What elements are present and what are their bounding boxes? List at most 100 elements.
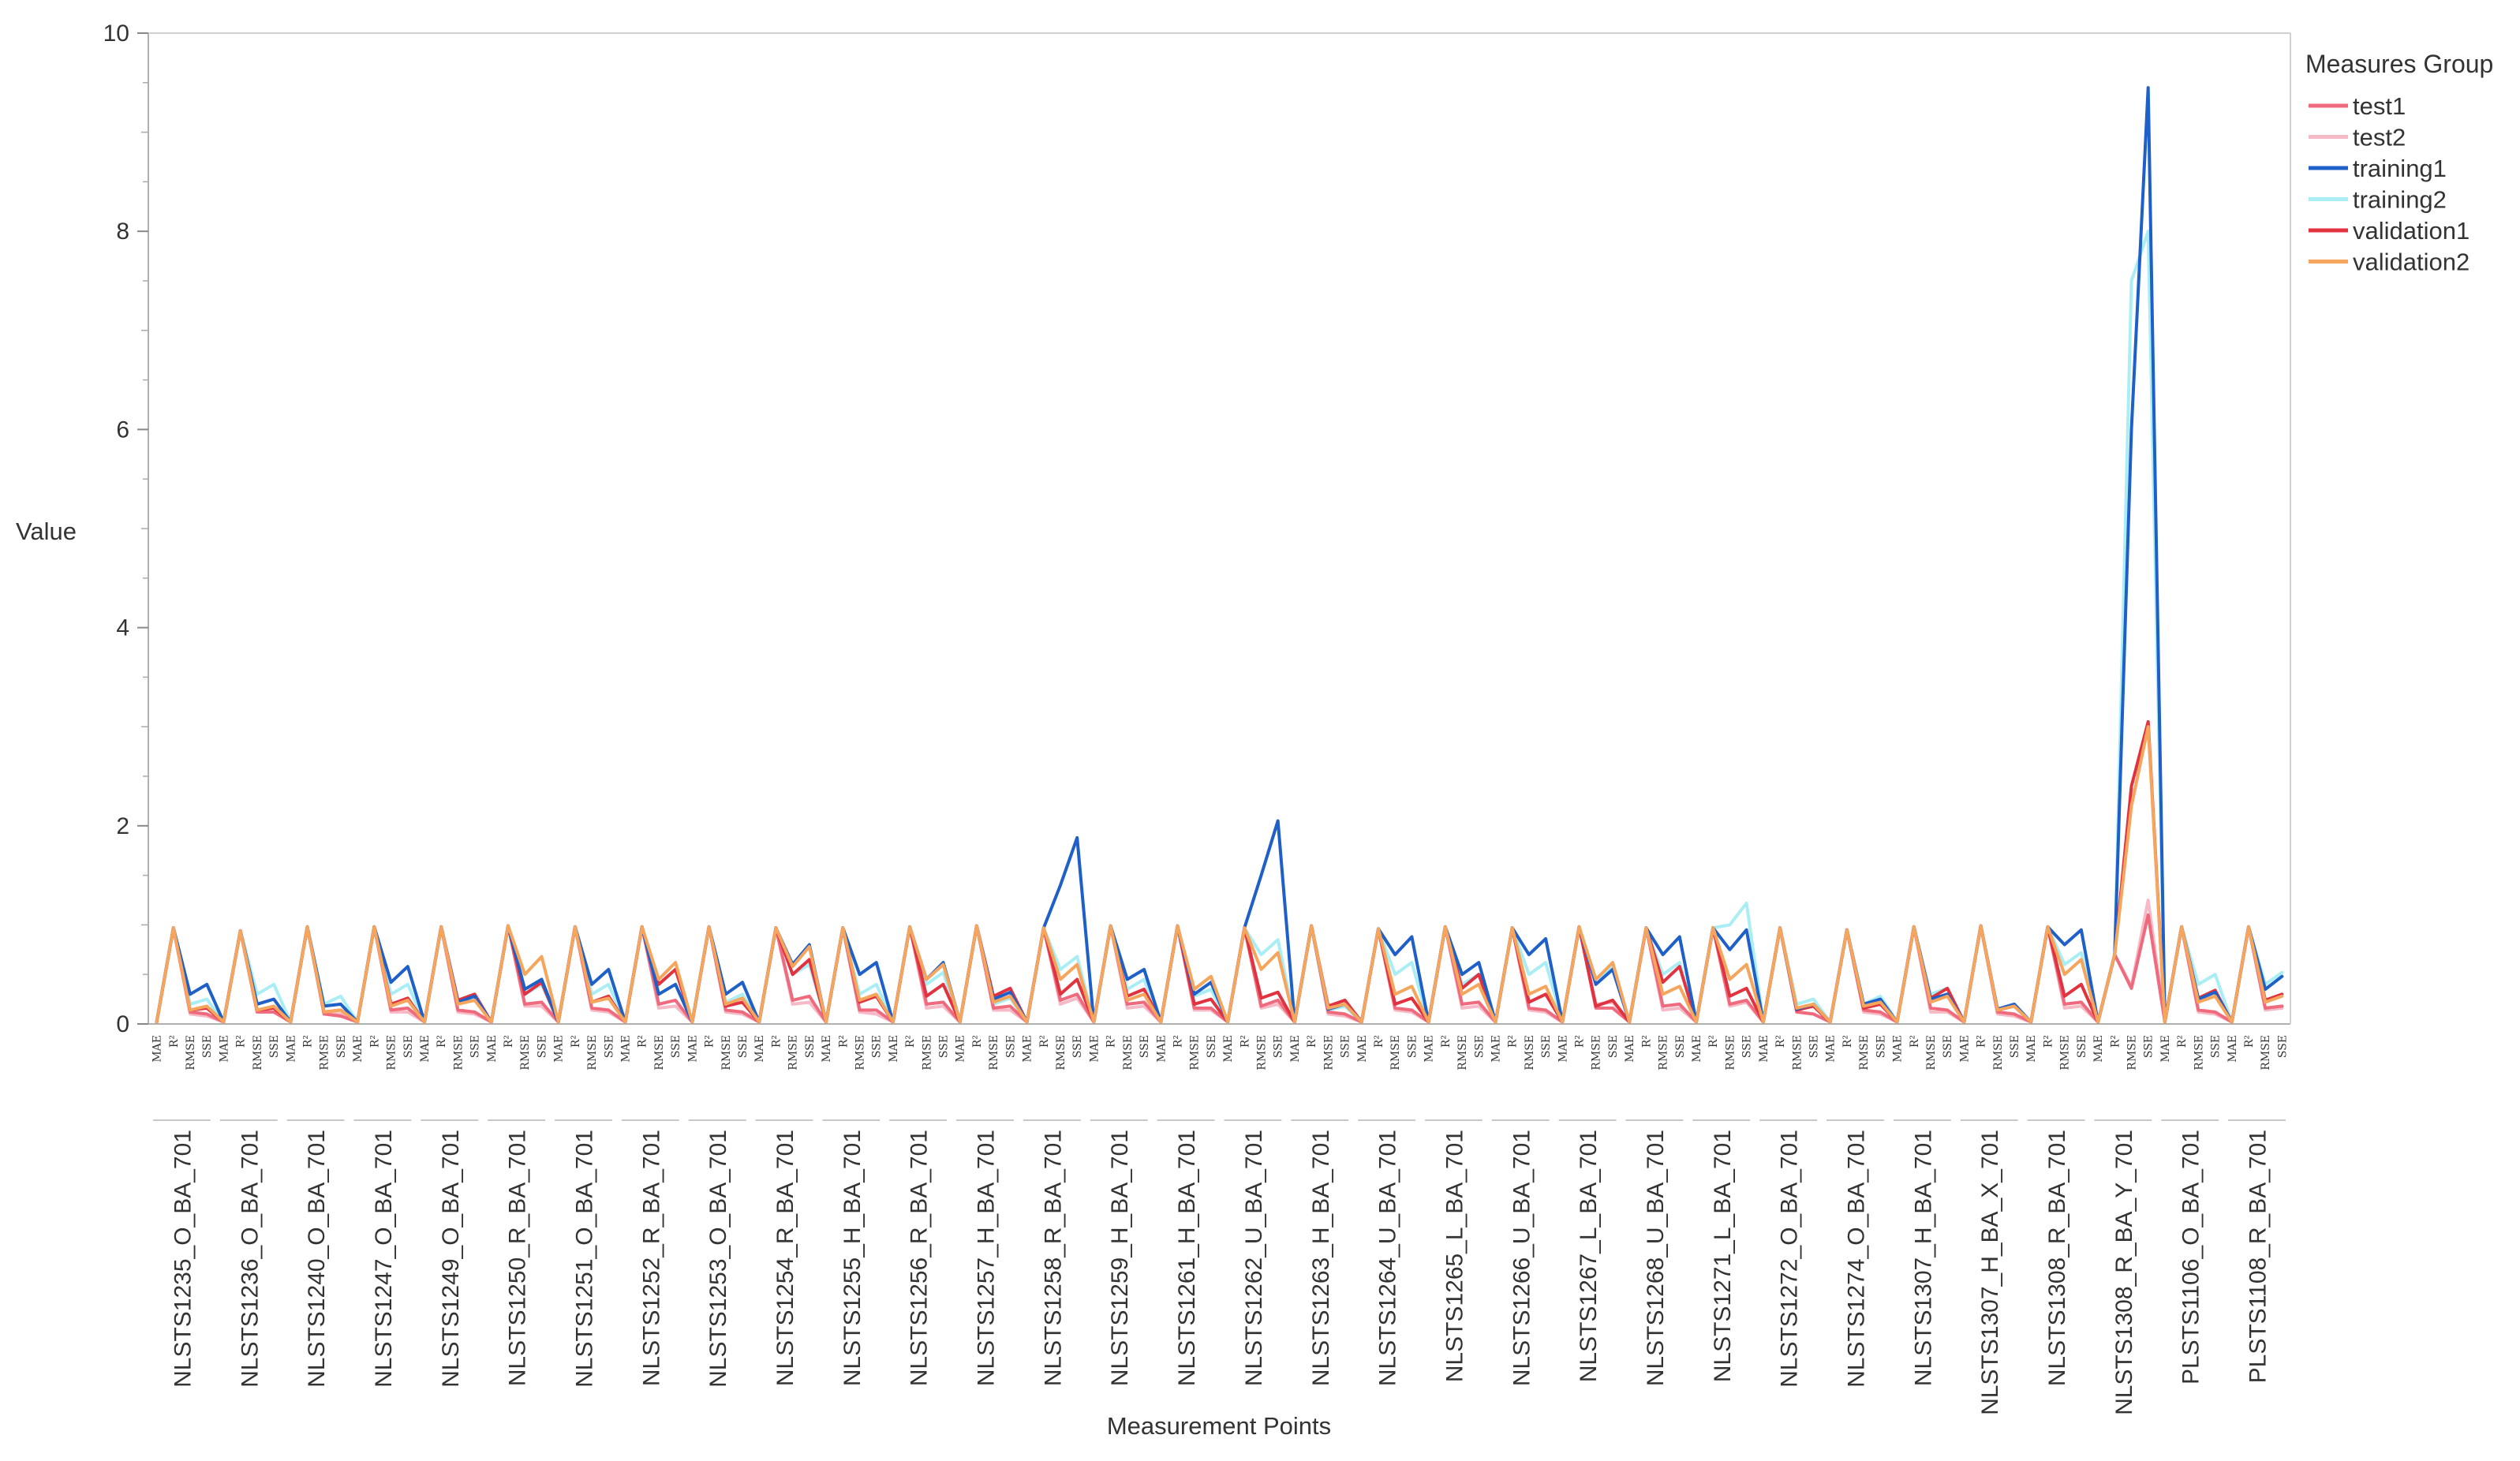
x-metric-label: MAE — [1691, 1035, 1703, 1063]
legend: Measures Group test1 test2 training1 traini… — [2305, 50, 2493, 276]
legend-label-validation2: validation2 — [2353, 248, 2470, 276]
y-tick-label: 0 — [116, 1011, 129, 1037]
legend-label-training2: training2 — [2353, 186, 2447, 214]
x-metric-label: MAE — [486, 1035, 499, 1063]
x-metric-label: SSE — [268, 1035, 281, 1058]
x-metric-label: SSE — [1071, 1035, 1084, 1058]
y-tick-label: 6 — [116, 417, 129, 443]
x-axis: MAE R² RMSE SSE NLSTS1235_O_BA_701 MAE R² RMSE S… — [151, 1035, 2290, 1415]
x-metric-label: MAE — [888, 1035, 900, 1063]
x-metric-label: RMSE — [1658, 1035, 1670, 1071]
x-metric-label: MAE — [1758, 1035, 1770, 1063]
x-metric-label: R² — [837, 1035, 850, 1048]
x-metric-label: MAE — [1155, 1035, 1168, 1063]
x-metric-label: RMSE — [1724, 1035, 1737, 1071]
x-metric-label: R² — [1239, 1035, 1251, 1048]
x-metric-label: MAE — [1356, 1035, 1369, 1063]
x-metric-label: R² — [1707, 1035, 1720, 1048]
x-metric-label: MAE — [285, 1035, 297, 1063]
x-metric-label: R² — [1574, 1035, 1587, 1048]
x-metric-label: R² — [704, 1035, 716, 1048]
x-metric-label: R² — [503, 1035, 515, 1048]
x-metric-label: R² — [1774, 1035, 1787, 1048]
x-group-label: NLSTS1264_U_BA_701 — [1375, 1130, 1401, 1386]
series-line-validation1 — [155, 719, 2284, 1024]
x-metric-label: SSE — [2143, 1035, 2155, 1058]
series-line-training2 — [155, 230, 2284, 1024]
x-group-label: NLSTS1256_R_BA_701 — [907, 1130, 933, 1386]
x-metric-label: RMSE — [2126, 1035, 2139, 1071]
x-metric-label: R² — [971, 1035, 984, 1048]
x-metric-label: R² — [904, 1035, 917, 1048]
x-group-label: NLSTS1252_R_BA_701 — [638, 1130, 664, 1386]
x-metric-label: RMSE — [386, 1035, 398, 1071]
x-metric-label: R² — [1038, 1035, 1051, 1048]
x-metric-label: MAE — [1624, 1035, 1636, 1063]
x-metric-label: R² — [1909, 1035, 1921, 1048]
x-metric-label: SSE — [603, 1035, 615, 1058]
x-metric-label: R² — [1306, 1035, 1318, 1048]
x-metric-label: SSE — [1540, 1035, 1553, 1058]
x-metric-label: MAE — [218, 1035, 230, 1063]
legend-label-test2: test2 — [2353, 124, 2406, 151]
x-metric-label: SSE — [1273, 1035, 1285, 1058]
legend-title: Measures Group — [2305, 50, 2493, 78]
plot-area — [155, 86, 2284, 1024]
x-metric-label: RMSE — [586, 1035, 599, 1071]
x-metric-label: RMSE — [1925, 1035, 1938, 1071]
x-metric-label: RMSE — [2059, 1035, 2072, 1071]
x-metric-label: R² — [368, 1035, 381, 1048]
x-metric-label: MAE — [1423, 1035, 1436, 1063]
x-group-label: NLSTS1259_H_BA_701 — [1107, 1130, 1133, 1386]
x-group-label: NLSTS1235_O_BA_701 — [170, 1130, 196, 1388]
x-metric-label: RMSE — [1122, 1035, 1135, 1071]
x-metric-label: RMSE — [1524, 1035, 1536, 1071]
x-metric-label: RMSE — [319, 1035, 331, 1071]
x-group-label: PLSTS1106_O_BA_701 — [2178, 1130, 2204, 1384]
x-metric-label: SSE — [1875, 1035, 1887, 1058]
x-metric-label: R² — [235, 1035, 248, 1048]
x-metric-label: RMSE — [1992, 1035, 2005, 1071]
y-tick-label: 8 — [116, 219, 129, 245]
x-group-label: NLSTS1268_U_BA_701 — [1643, 1130, 1669, 1386]
x-metric-label: MAE — [419, 1035, 432, 1063]
x-metric-label: RMSE — [2193, 1035, 2205, 1071]
x-metric-label: RMSE — [720, 1035, 733, 1071]
x-group-label: NLSTS1308_R_BA_701 — [2044, 1130, 2070, 1386]
x-group-label: NLSTS1250_R_BA_701 — [505, 1130, 531, 1386]
x-metric-label: R² — [1976, 1035, 1988, 1048]
legend-label-validation1: validation1 — [2353, 217, 2470, 245]
x-metric-label: SSE — [670, 1035, 682, 1058]
x-group-label: NLSTS1254_R_BA_701 — [772, 1130, 798, 1386]
x-group-label: NLSTS1249_O_BA_701 — [438, 1130, 464, 1388]
x-group-label: NLSTS1258_R_BA_701 — [1040, 1130, 1066, 1386]
x-metric-label: R² — [2176, 1035, 2189, 1048]
x-metric-label: MAE — [1825, 1035, 1838, 1063]
y-tick-label: 2 — [116, 813, 129, 839]
x-metric-label: MAE — [553, 1035, 566, 1063]
y-tick-label: 4 — [116, 615, 129, 641]
y-axis: 0 2 4 6 8 10 — [103, 21, 2291, 1037]
x-metric-label: RMSE — [653, 1035, 666, 1071]
x-metric-label: RMSE — [1791, 1035, 1804, 1071]
x-metric-label: SSE — [804, 1035, 817, 1058]
x-metric-label: MAE — [1022, 1035, 1034, 1063]
x-metric-label: MAE — [753, 1035, 766, 1063]
x-group-label: NLSTS1272_O_BA_701 — [1777, 1130, 1803, 1388]
x-metric-label: MAE — [2025, 1035, 2038, 1063]
x-metric-label: R² — [570, 1035, 582, 1048]
x-metric-label: SSE — [871, 1035, 884, 1058]
x-metric-label: SSE — [1406, 1035, 1419, 1058]
x-group-label: NLSTS1267_L_BA_701 — [1576, 1130, 1602, 1382]
x-group-label: NLSTS1253_O_BA_701 — [705, 1130, 731, 1388]
x-group-label: NLSTS1251_O_BA_701 — [572, 1130, 598, 1388]
y-axis-title: Value — [16, 518, 77, 545]
series-line-training1 — [155, 86, 2284, 1024]
x-metric-label: MAE — [1490, 1035, 1503, 1063]
x-metric-label: MAE — [2226, 1035, 2239, 1063]
x-group-label: NLSTS1266_U_BA_701 — [1509, 1130, 1535, 1386]
x-group-label: PLSTS1108_R_BA_701 — [2245, 1130, 2271, 1383]
x-metric-label: SSE — [1741, 1035, 1754, 1058]
x-metric-label: R² — [1105, 1035, 1118, 1048]
